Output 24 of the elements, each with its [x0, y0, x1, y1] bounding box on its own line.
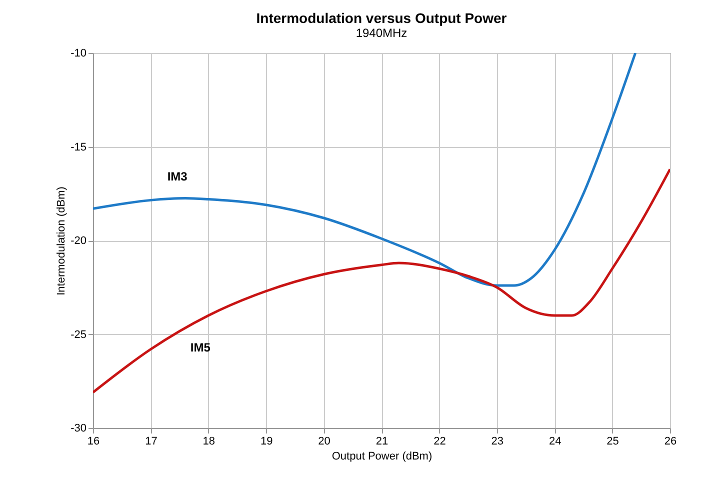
x-tick-label: 21 [376, 436, 388, 448]
x-axis-title: Output Power (dBm) [332, 450, 432, 462]
y-tick-label: -20 [70, 235, 86, 247]
chart-subtitle: 1940MHz [356, 26, 408, 40]
y-tick-label: -15 [70, 141, 86, 154]
x-tick-label: 22 [434, 436, 446, 448]
x-tick-label: 16 [87, 436, 100, 448]
x-tick-label: 17 [145, 436, 158, 448]
x-tick-label: 24 [548, 436, 562, 448]
series-label: IM5 [190, 340, 211, 354]
x-tick-label: 25 [606, 436, 619, 448]
x-tick-label: 19 [260, 436, 273, 448]
line-series [93, 168, 670, 394]
chart-title: Intermodulation versus Output Power [256, 10, 508, 26]
series-label: IM3 [167, 169, 188, 184]
x-tick-label: 18 [202, 436, 216, 448]
x-tick-label: 26 [664, 436, 677, 448]
x-tick-label: 23 [491, 436, 504, 448]
y-tick-label: -10 [70, 48, 86, 60]
y-tick-label: -25 [70, 328, 86, 341]
line-series [93, 53, 637, 287]
y-axis-title: Intermodulation (dBm) [56, 186, 68, 296]
y-tick-label: -30 [70, 422, 86, 434]
x-tick-label: 20 [318, 436, 330, 448]
